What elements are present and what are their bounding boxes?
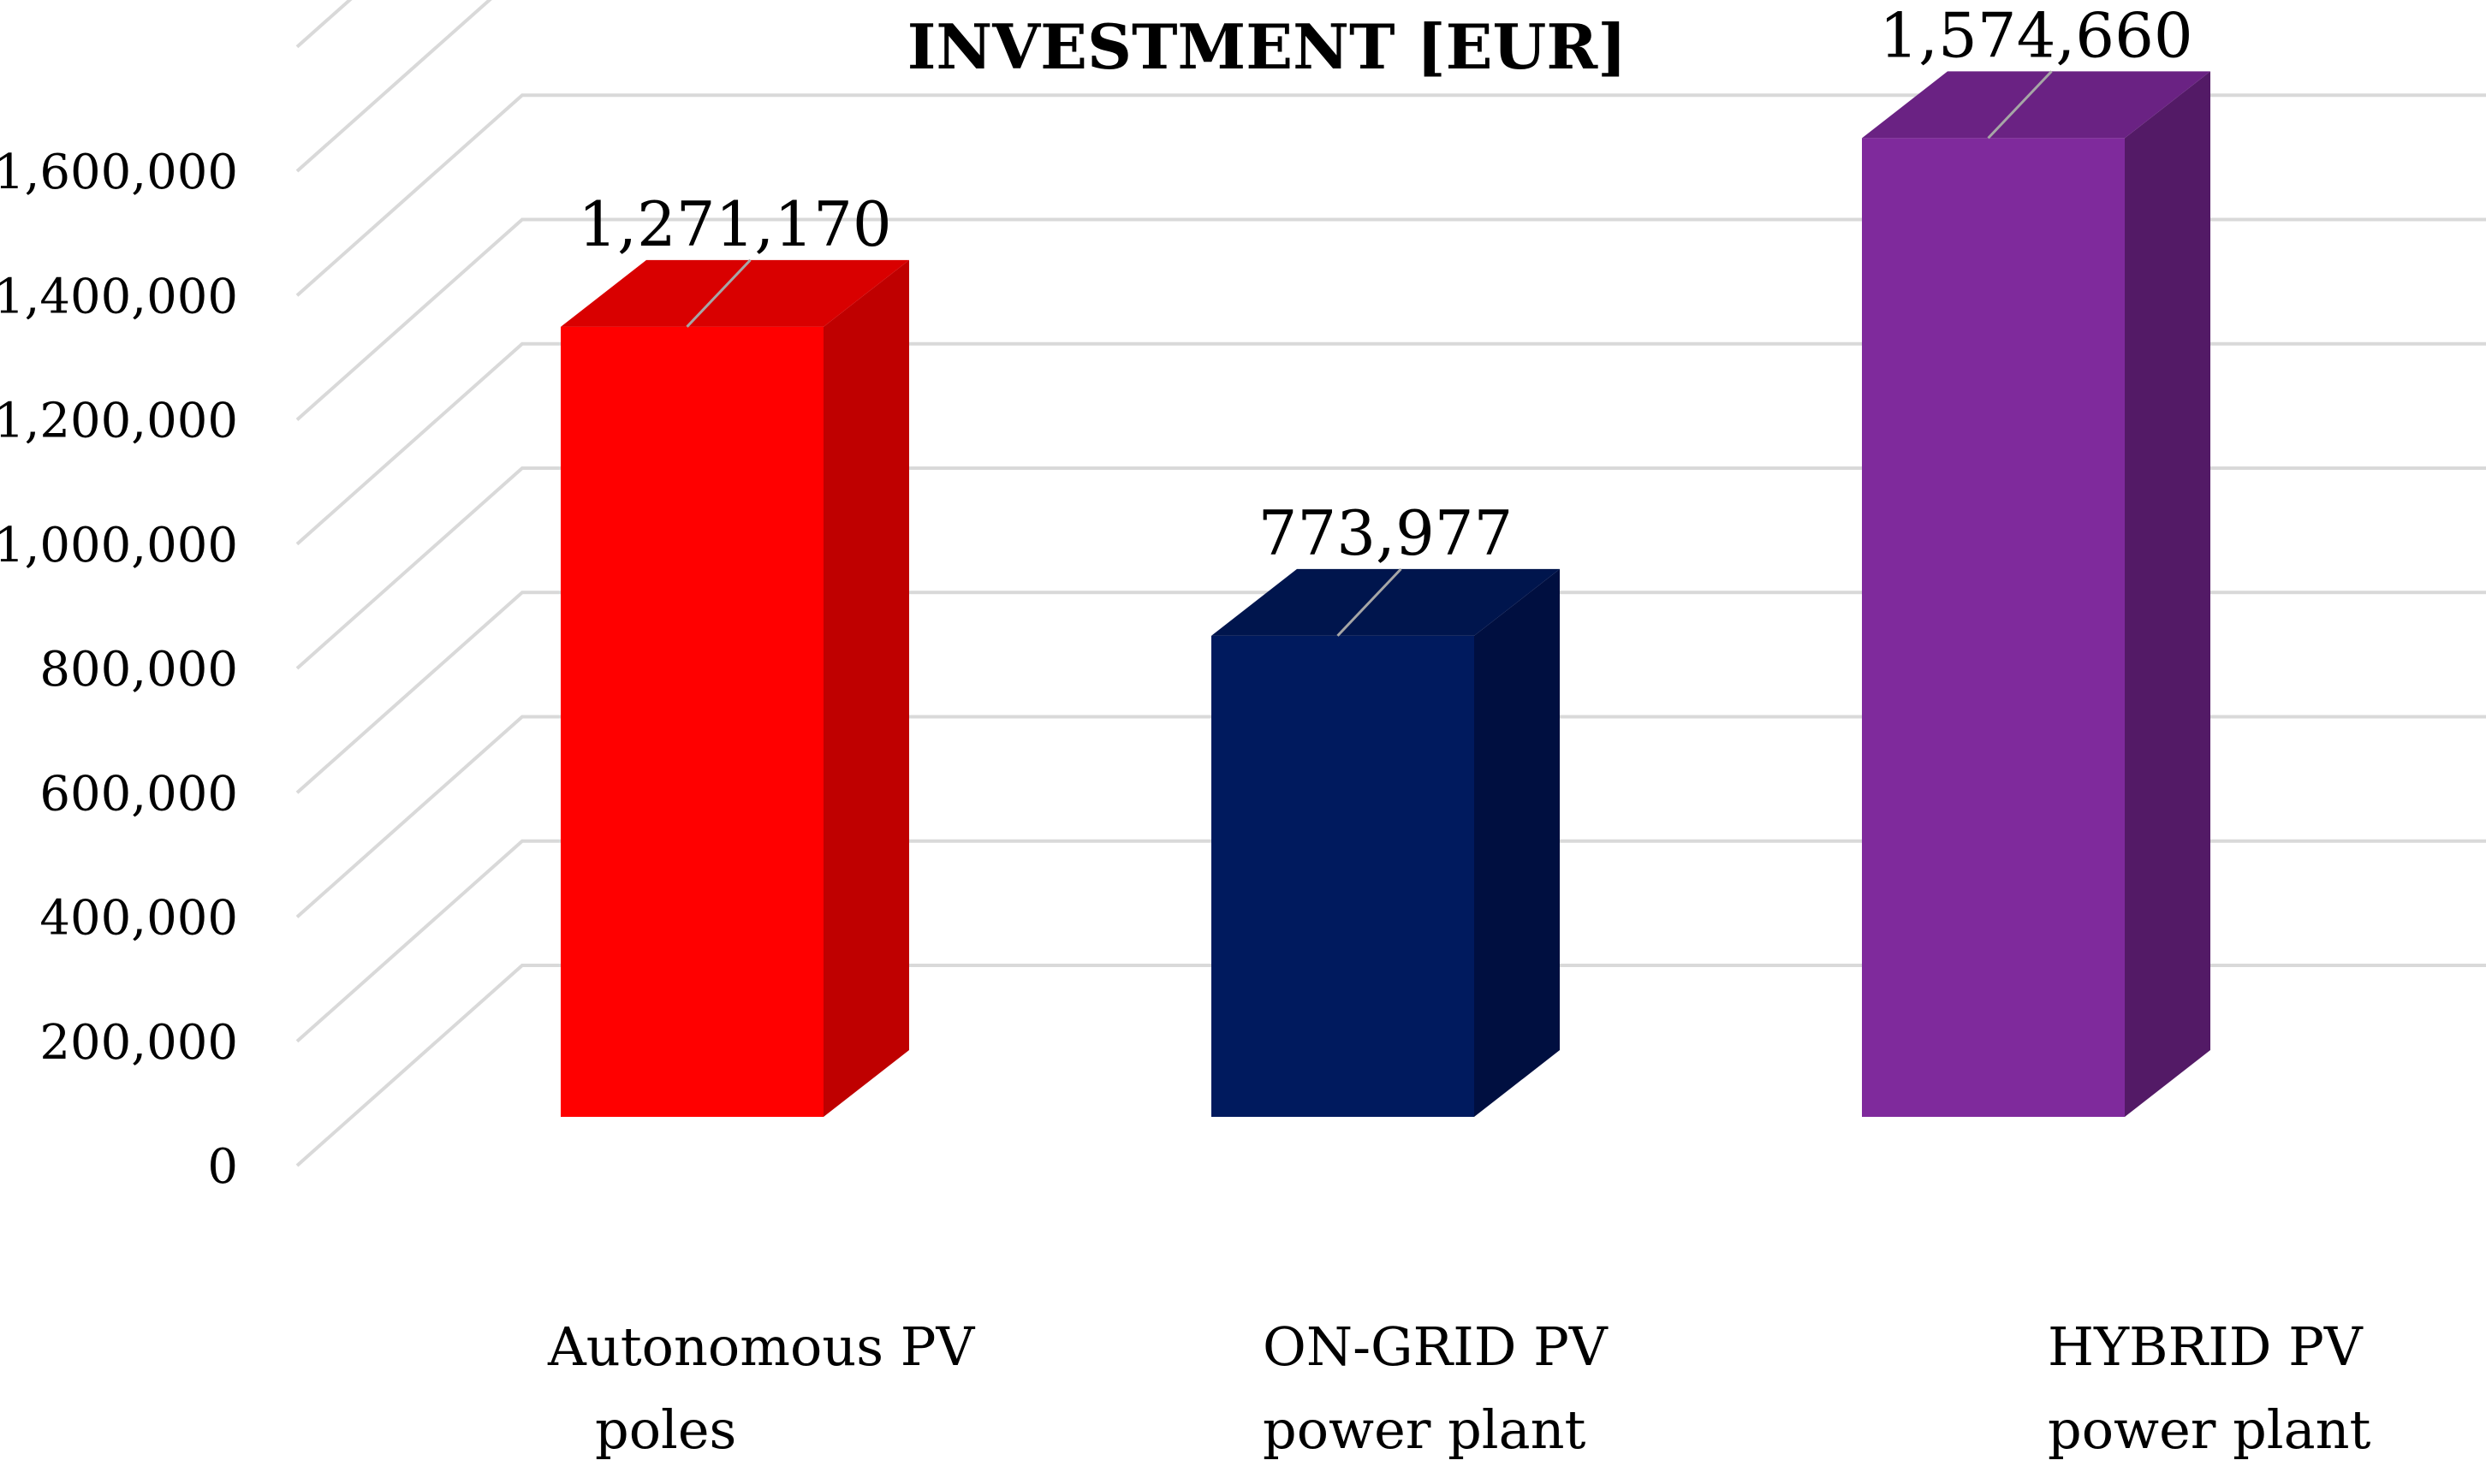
bars xyxy=(561,71,2210,1118)
gridline xyxy=(295,964,2486,1167)
category-label: ON-GRID PV power plant xyxy=(1263,1315,1609,1461)
category-label-line: poles xyxy=(595,1398,736,1461)
category-label-line: ON-GRID PV xyxy=(1263,1315,1609,1378)
bar-side-face xyxy=(1474,568,1560,1117)
gridline xyxy=(295,341,2486,546)
gridline xyxy=(295,715,2486,918)
gridline xyxy=(295,217,2486,421)
gridline xyxy=(295,0,492,173)
gridline xyxy=(295,591,2486,794)
y-tick-label: 600,000 xyxy=(39,766,238,822)
gridline xyxy=(295,466,2486,670)
y-tick-label: 1,200,000 xyxy=(0,394,238,449)
bar-front-face xyxy=(561,326,824,1118)
gridlines xyxy=(295,0,2486,1167)
y-tick-label: 800,000 xyxy=(39,642,238,697)
bar-top-face xyxy=(561,259,909,327)
gridline xyxy=(295,93,2486,297)
bar-front-face xyxy=(1862,138,2125,1117)
bar-top-face xyxy=(1211,568,1560,636)
bar-top-face xyxy=(1862,71,2210,139)
y-tick-label: 200,000 xyxy=(39,1015,238,1071)
bar-side-face xyxy=(824,259,909,1118)
category-label: HYBRID PV power plant xyxy=(2048,1315,2371,1461)
bar-front-face xyxy=(1211,635,1474,1117)
bar xyxy=(561,259,909,1118)
category-label-line: power plant xyxy=(2048,1398,2371,1461)
y-tick-label: 1,400,000 xyxy=(0,269,238,324)
gridline xyxy=(295,839,2486,1043)
category-label-line: HYBRID PV xyxy=(2048,1315,2364,1378)
category-label-line: Autonomous PV xyxy=(547,1315,975,1378)
y-tick-label: 1,600,000 xyxy=(0,145,238,200)
value-label: 773,977 xyxy=(1258,497,1514,569)
bar xyxy=(1211,568,1560,1117)
value-leader-line xyxy=(1336,567,1402,637)
chart-title: INVESTMENT [EUR] xyxy=(907,10,1627,83)
category-label-line: power plant xyxy=(1263,1398,1586,1461)
bar-side-face xyxy=(2125,71,2210,1117)
bar xyxy=(1862,71,2210,1117)
y-tick-label: 400,000 xyxy=(39,891,238,947)
y-axis-ticks: 0 200,000 400,000 600,000 800,000 1,000,000 1,… xyxy=(0,145,238,1195)
y-tick-label: 0 xyxy=(207,1139,238,1195)
category-label: Autonomous PV poles xyxy=(547,1315,975,1461)
value-label: 1,574,660 xyxy=(1879,0,2192,71)
value-leader-line xyxy=(686,258,752,328)
value-labels: 1,271,170 773,977 1,574,660 xyxy=(578,0,2193,637)
value-label: 1,271,170 xyxy=(578,188,891,260)
value-leader-line xyxy=(1987,70,2053,139)
y-tick-label: 1,000,000 xyxy=(0,518,238,573)
